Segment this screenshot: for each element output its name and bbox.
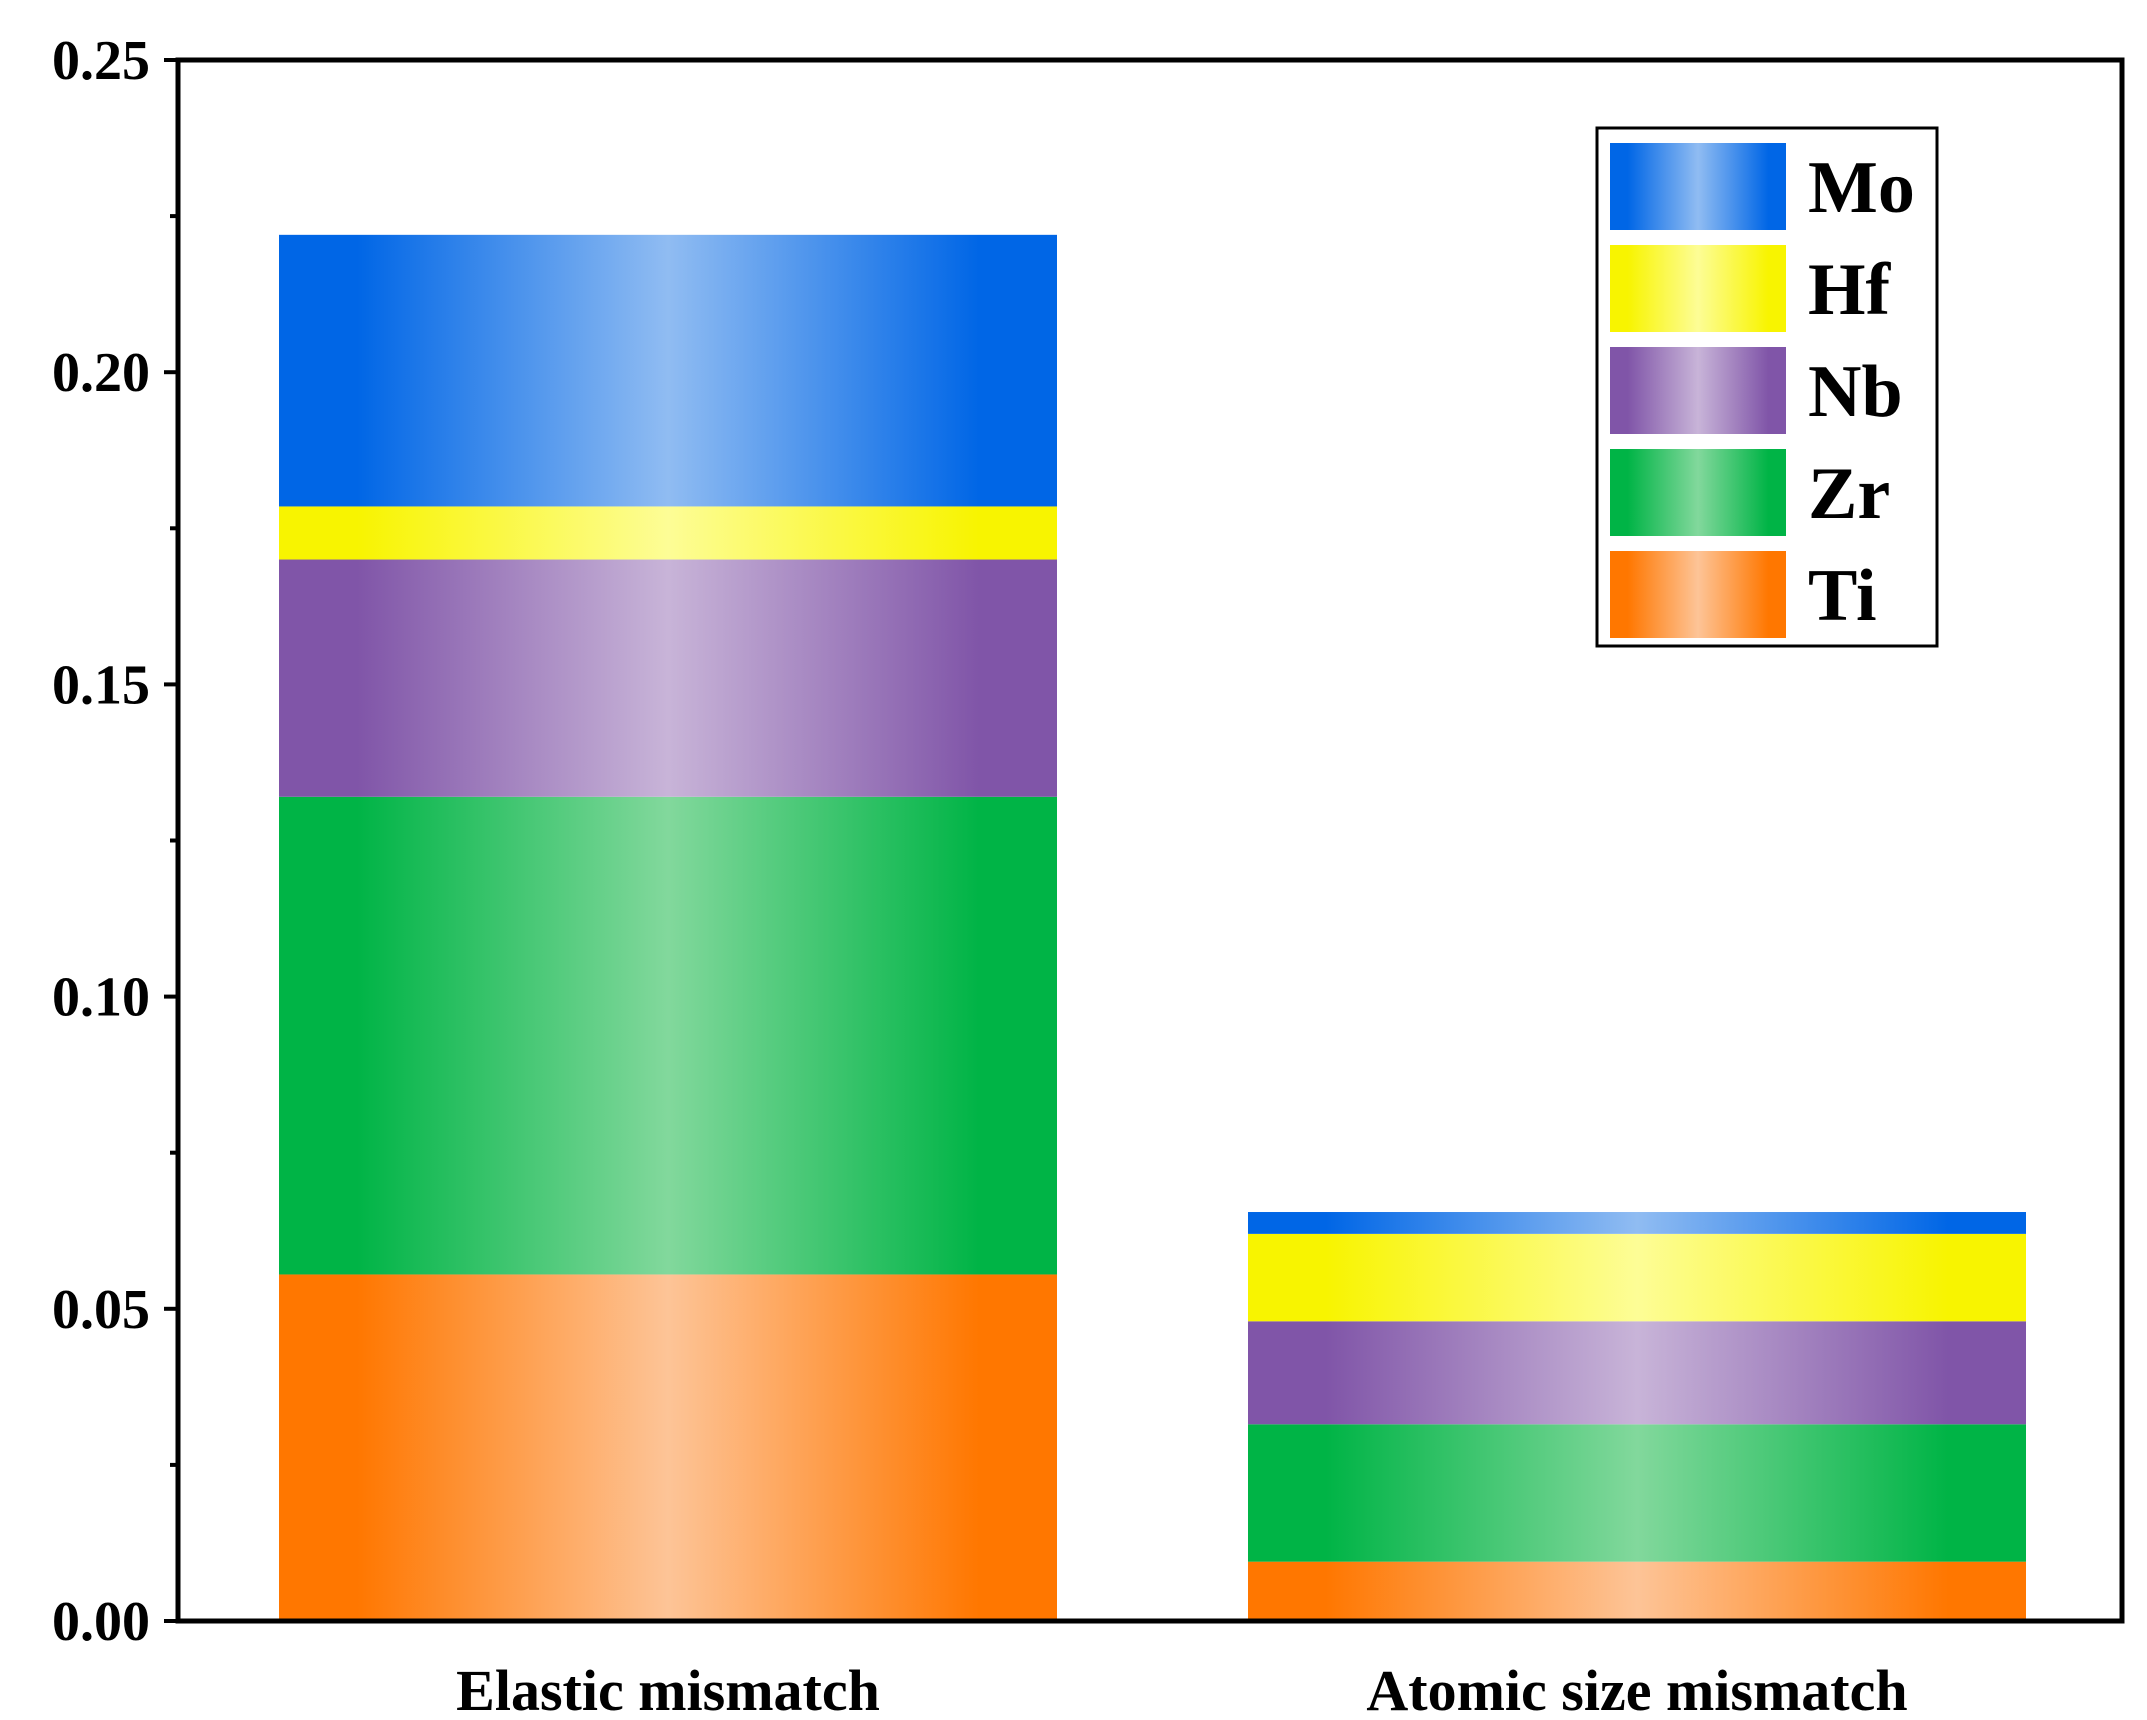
bar-atomic-size-mismatch-nb: [1248, 1321, 2026, 1425]
bar-atomic-size-mismatch-hf: [1248, 1233, 2026, 1322]
legend-label-zr: Zr: [1808, 453, 1890, 535]
bar-atomic-size-mismatch-zr: [1248, 1424, 2026, 1562]
y-tick-label: 0.05: [52, 1279, 150, 1341]
y-tick-label: 0.10: [52, 967, 150, 1029]
y-axis: 0.00 0.05 0.10 0.15 0.20 0.25: [52, 30, 178, 1653]
bar-atomic-size-mismatch-mo: [1248, 1212, 2026, 1234]
legend-label-ti: Ti: [1808, 555, 1877, 637]
bars-layer: [279, 234, 2026, 1621]
y-tick-label: 0.00: [52, 1591, 150, 1653]
legend-swatch-nb: [1610, 347, 1786, 434]
legend-swatch-zr: [1610, 449, 1786, 536]
bar-elastic-mismatch-ti: [279, 1274, 1057, 1621]
legend-label-nb: Nb: [1808, 351, 1903, 433]
x-axis: Elastic mismatch Atomic size mismatch: [456, 1658, 1907, 1720]
legend-swatch-hf: [1610, 245, 1786, 332]
x-category-label: Atomic size mismatch: [1366, 1658, 1907, 1720]
x-category-label: Elastic mismatch: [456, 1658, 880, 1720]
legend-label-mo: Mo: [1808, 147, 1915, 229]
bar-elastic-mismatch-mo: [279, 234, 1057, 507]
legend-label-hf: Hf: [1808, 249, 1892, 331]
legend-swatch-mo: [1610, 143, 1786, 230]
bar-elastic-mismatch-hf: [279, 506, 1057, 560]
bar-atomic-size-mismatch-ti: [1248, 1561, 2026, 1621]
bar-elastic-mismatch-nb: [279, 559, 1057, 797]
bar-elastic-mismatch-zr: [279, 796, 1057, 1275]
y-tick-label: 0.25: [52, 30, 150, 92]
y-tick-label: 0.20: [52, 342, 150, 404]
legend: Mo Hf Nb Zr Ti: [1595, 126, 1939, 648]
legend-swatch-ti: [1610, 551, 1786, 638]
y-tick-label: 0.15: [52, 654, 150, 716]
